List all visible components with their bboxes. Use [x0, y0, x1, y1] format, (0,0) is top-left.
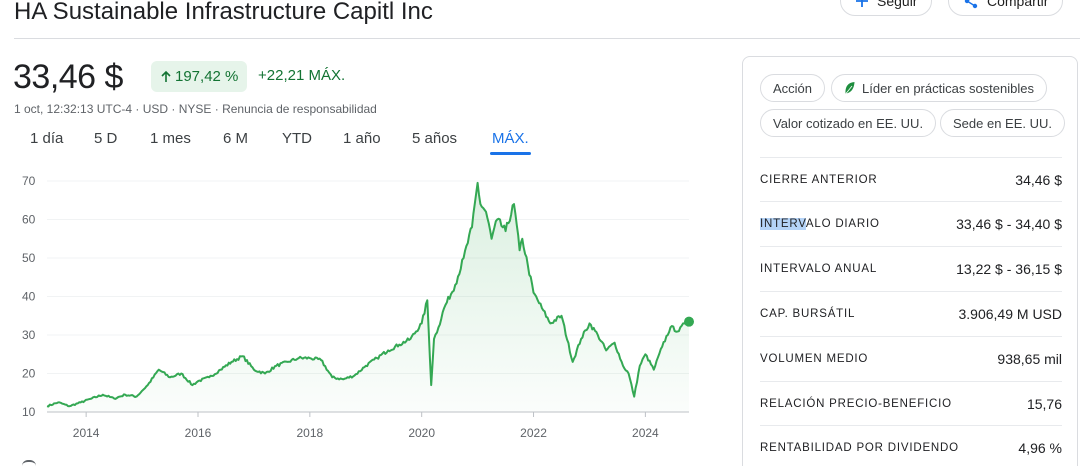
- chip-us-listed-label: Valor cotizado en EE. UU.: [773, 115, 924, 131]
- stat-value: 4,96 %: [1018, 439, 1062, 456]
- stat-label: RELACIÓN PRECIO-BENEFICIO: [760, 397, 952, 410]
- partially-visible-icon: [22, 460, 36, 466]
- chip-us-headquarters-label: Sede en EE. UU.: [953, 115, 1052, 131]
- chip-stock-label: Acción: [773, 80, 813, 96]
- page-title: HA Sustainable Infrastructure Capitl Inc: [14, 0, 433, 25]
- y-tick-label: 70: [22, 174, 36, 188]
- stat-row-previous-close: CIERRE ANTERIOR 34,46 $: [760, 157, 1062, 201]
- text-selection-highlight: INTERV: [760, 217, 806, 230]
- stat-value: 3.906,49 M USD: [958, 305, 1063, 322]
- absolute-change: +22,21 MÁX.: [258, 67, 346, 84]
- stat-label: RENTABILIDAD POR DIVIDENDO: [760, 441, 959, 454]
- stat-row-day-range: INTERVALO DIARIO 33,46 $ - 34,40 $: [760, 201, 1062, 245]
- follow-button-label: Seguir: [877, 0, 918, 9]
- stat-value: 938,65 mil: [997, 350, 1062, 367]
- y-tick-label: 10: [22, 405, 36, 419]
- stat-label: INTERVALO ANUAL: [760, 262, 878, 275]
- key-stats-panel: Acción Líder en prácticas sostenibles Va…: [742, 56, 1078, 466]
- y-tick-label: 50: [22, 251, 36, 265]
- range-tab-1y[interactable]: 1 año: [343, 130, 381, 147]
- share-button[interactable]: Compartir: [948, 0, 1064, 16]
- y-tick-label: 30: [22, 328, 36, 342]
- y-tick-label: 60: [22, 213, 36, 227]
- last-price-point[interactable]: [684, 316, 694, 327]
- range-tab-1d[interactable]: 1 día: [30, 130, 64, 147]
- share-button-label: Compartir: [987, 0, 1049, 9]
- y-axis: 10 20 30 40 50 60 70: [22, 174, 36, 419]
- stat-label: INTERVALO DIARIO: [760, 217, 880, 230]
- chip-sustainability-leader-label: Líder en prácticas sostenibles: [862, 80, 1034, 96]
- stat-row-dividend-yield: RENTABILIDAD POR DIVIDENDO 4,96 %: [760, 425, 1062, 466]
- chip-us-listed[interactable]: Valor cotizado en EE. UU.: [760, 109, 937, 137]
- stat-value: 33,46 $ - 34,40 $: [956, 215, 1062, 232]
- price-line: [46, 181, 690, 408]
- price-chart[interactable]: 10 20 30 40 50 60 70 2014 2016 2018 2020 2022 2024: [0, 160, 720, 466]
- price-area: [47, 182, 689, 412]
- x-tick-label: 2022: [520, 426, 547, 440]
- stat-row-avg-volume: VOLUMEN MEDIO 938,65 mil: [760, 336, 1062, 380]
- y-tick-label: 20: [22, 367, 36, 381]
- follow-button[interactable]: Seguir: [840, 0, 933, 16]
- range-tab-ytd[interactable]: YTD: [282, 130, 312, 147]
- x-tick-label: 2018: [296, 426, 323, 440]
- leaf-icon: [845, 82, 855, 94]
- quote-meta: 1 oct, 12:32:13 UTC-4 · USD · NYSE · Ren…: [14, 102, 377, 116]
- stat-row-year-range: INTERVALO ANUAL 13,22 $ - 36,15 $: [760, 246, 1062, 290]
- percent-change-value: 197,42 %: [175, 68, 239, 85]
- chip-us-headquarters[interactable]: Sede en EE. UU.: [940, 109, 1065, 137]
- percent-change-badge: 197,42 %: [151, 61, 248, 92]
- range-tab-5d[interactable]: 5 D: [94, 130, 118, 147]
- x-axis: 2014 2016 2018 2020 2022 2024: [73, 412, 659, 440]
- header-divider: [14, 38, 1080, 39]
- stat-value: 34,46 $: [1015, 171, 1062, 188]
- arrow-up-icon: [161, 70, 171, 82]
- x-tick-label: 2014: [73, 426, 100, 440]
- range-tab-1m[interactable]: 1 mes: [150, 130, 191, 147]
- current-price: 33,46 $: [13, 58, 123, 96]
- chip-stock[interactable]: Acción: [760, 74, 826, 102]
- stat-value: 13,22 $ - 36,15 $: [956, 260, 1062, 277]
- stat-value: 15,76: [1026, 395, 1062, 412]
- range-tab-5y[interactable]: 5 años: [412, 130, 458, 147]
- share-icon: [964, 0, 978, 9]
- stat-row-market-cap: CAP. BURSÁTIL 3.906,49 M USD: [760, 291, 1062, 335]
- range-tab-6m[interactable]: 6 M: [223, 130, 249, 147]
- plus-icon: [856, 0, 868, 7]
- stat-label: VOLUMEN MEDIO: [760, 352, 869, 365]
- stat-label-rest: ALO DIARIO: [805, 217, 880, 230]
- x-tick-label: 2016: [185, 426, 212, 440]
- x-tick-label: 2020: [408, 426, 435, 440]
- stat-label: CAP. BURSÁTIL: [760, 307, 856, 320]
- y-tick-label: 40: [22, 290, 36, 304]
- range-tab-max[interactable]: MÁX.: [490, 130, 531, 155]
- stat-label: CIERRE ANTERIOR: [760, 173, 878, 186]
- stat-row-pe-ratio: RELACIÓN PRECIO-BENEFICIO 15,76: [760, 381, 1062, 425]
- x-tick-label: 2024: [632, 426, 659, 440]
- chip-sustainability-leader[interactable]: Líder en prácticas sostenibles: [831, 74, 1047, 102]
